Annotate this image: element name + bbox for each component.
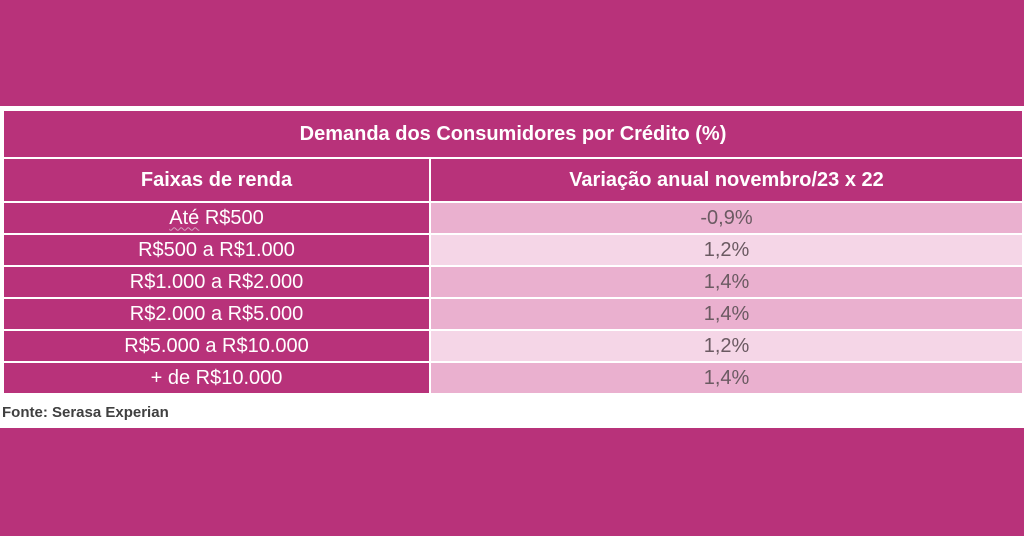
- table-row: R$1.000 a R$2.000 1,4%: [2, 265, 1024, 299]
- income-range-cell: R$1.000 a R$2.000: [2, 265, 431, 299]
- table-row: Até R$500 -0,9%: [2, 201, 1024, 235]
- range-rest: R$500: [199, 206, 264, 229]
- variation-value-cell: 1,4%: [429, 361, 1024, 395]
- income-range-cell: Até R$500: [2, 201, 431, 235]
- table-row: + de R$10.000 1,4%: [2, 361, 1024, 395]
- income-range-cell: + de R$10.000: [2, 361, 431, 395]
- table-title-row: Demanda dos Consumidores por Crédito (%): [2, 109, 1024, 159]
- table-row: R$2.000 a R$5.000 1,4%: [2, 297, 1024, 331]
- variation-value-cell: 1,4%: [429, 265, 1024, 299]
- credit-demand-table-panel: Demanda dos Consumidores por Crédito (%)…: [0, 106, 1024, 428]
- credit-demand-table: Demanda dos Consumidores por Crédito (%)…: [2, 109, 1024, 395]
- table-title: Demanda dos Consumidores por Crédito (%): [2, 109, 1024, 159]
- variation-value-cell: 1,2%: [429, 329, 1024, 363]
- header-annual-variation: Variação anual novembro/23 x 22: [429, 157, 1024, 203]
- income-range-cell: R$2.000 a R$5.000: [2, 297, 431, 331]
- income-range-cell: R$500 a R$1.000: [2, 233, 431, 267]
- source-note: Fonte: Serasa Experian: [2, 404, 169, 421]
- variation-value-cell: 1,4%: [429, 297, 1024, 331]
- header-income-range: Faixas de renda: [2, 157, 431, 203]
- variation-value-cell: -0,9%: [429, 201, 1024, 235]
- variation-value-cell: 1,2%: [429, 233, 1024, 267]
- table-row: R$5.000 a R$10.000 1,2%: [2, 329, 1024, 363]
- table-row: R$500 a R$1.000 1,2%: [2, 233, 1024, 267]
- income-range-cell: R$5.000 a R$10.000: [2, 329, 431, 363]
- range-first-word: Até: [169, 206, 200, 229]
- table-header-row: Faixas de renda Variação anual novembro/…: [2, 157, 1024, 203]
